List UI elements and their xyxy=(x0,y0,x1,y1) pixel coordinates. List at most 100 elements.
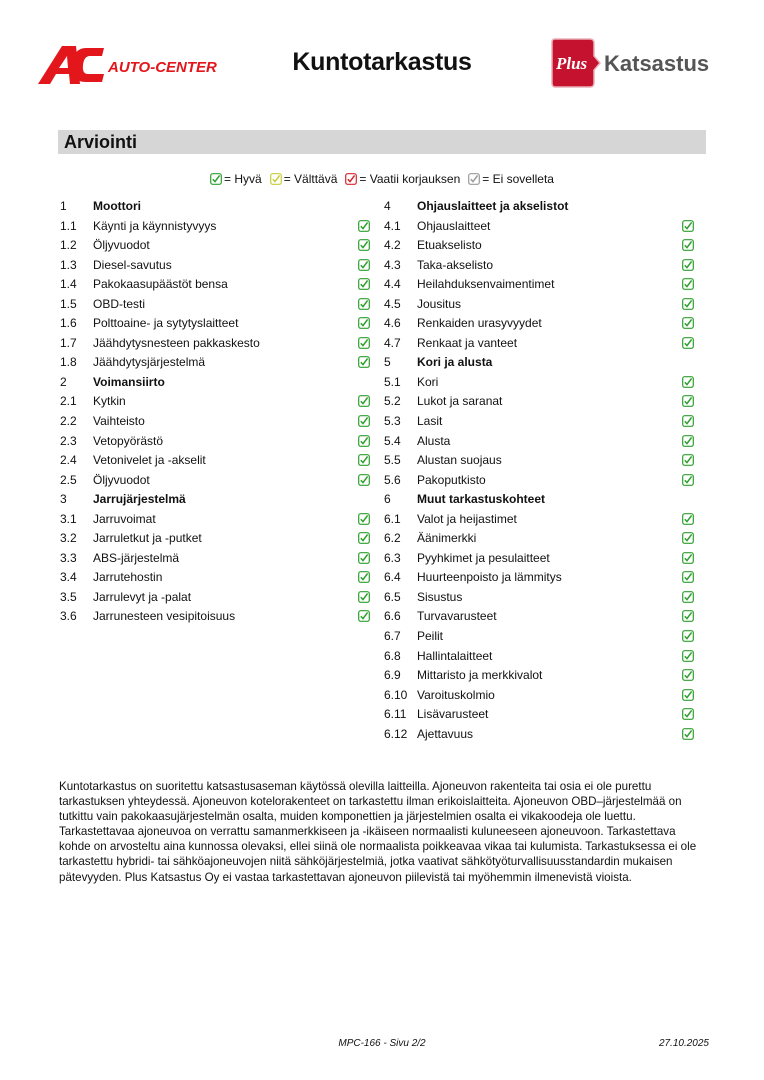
category-title: Moottori xyxy=(93,199,141,213)
item-number: 3.2 xyxy=(60,531,77,546)
section-header: Arviointi xyxy=(58,130,706,154)
disclaimer-text: Kuntotarkastus on suoritettu katsastusas… xyxy=(59,780,697,884)
checklist-row: 1.2 Öljyvuodot xyxy=(60,236,380,256)
footer-date: 27.10.2025 xyxy=(658,1038,709,1049)
item-number: 4.1 xyxy=(384,218,401,233)
checklist-row: 3.1 Jarruvoimat xyxy=(60,510,380,530)
item-label: Alustan suojaus xyxy=(417,453,502,468)
item-label: Jarruvoimat xyxy=(93,511,156,526)
item-label: Sisustus xyxy=(417,589,463,604)
item-number: 6.2 xyxy=(384,531,401,546)
checkbox-good-icon xyxy=(358,278,370,291)
checkbox-fair-icon xyxy=(269,173,282,185)
item-number: 6.1 xyxy=(384,511,401,526)
checklist-row: 6.11 Lisävarusteet xyxy=(384,705,704,725)
checklist-row: 2.4 Vetonivelet ja -akselit xyxy=(60,451,380,471)
checklist-row: 1.4 Pakokaasupäästöt bensa xyxy=(60,275,380,295)
checkbox-good-icon xyxy=(682,336,694,349)
item-number: 3.4 xyxy=(60,570,77,585)
category-header: 5 Kori ja alusta xyxy=(384,353,704,373)
checklist-row: 1.1 Käynti ja käynnistyvyys xyxy=(60,217,380,237)
item-label: Pyyhkimet ja pesulaitteet xyxy=(417,550,550,565)
category-header: 1 Moottori xyxy=(60,197,380,217)
checkbox-good-icon xyxy=(358,415,370,427)
item-label: Jäähdytysnesteen pakkaskesto xyxy=(93,335,260,350)
legend-item-repair: = Vaatii korjauksen xyxy=(345,172,460,186)
item-number: 5.5 xyxy=(384,453,401,468)
item-label: Mittaristo ja merkkivalot xyxy=(417,668,543,683)
checkbox-good-icon xyxy=(682,669,694,682)
checkbox-good-icon xyxy=(358,512,370,525)
checklist-row: 6.1 Valot ja heijastimet xyxy=(384,510,704,530)
item-number: 4.5 xyxy=(384,296,401,311)
checklist-row: 2.3 Vetopyörästö xyxy=(60,432,380,452)
item-number: 6 xyxy=(384,492,391,507)
checkbox-good-icon xyxy=(682,532,694,545)
checklist-row: 5.5 Alustan suojaus xyxy=(384,451,704,471)
checklist-row: 4.6 Renkaiden urasyvyydet xyxy=(384,314,704,334)
checklist-row: 3.2 Jarruletkut ja -putket xyxy=(60,529,380,549)
checkbox-good-icon xyxy=(682,610,694,623)
checkbox-good-icon xyxy=(682,258,694,271)
legend-item-fair: = Välttävä xyxy=(269,172,337,186)
item-label: Jarrutehostin xyxy=(93,570,163,585)
item-number: 2.2 xyxy=(60,414,77,429)
item-number: 4.7 xyxy=(384,335,401,350)
item-label: Polttoaine- ja sytytyslaitteet xyxy=(93,316,239,331)
item-number: 4.4 xyxy=(384,277,401,292)
checkbox-good-icon xyxy=(358,219,370,232)
checkbox-good-icon xyxy=(682,551,694,564)
checklist-row: 2.5 Öljyvuodot xyxy=(60,471,380,491)
checklist-row: 4.5 Jousitus xyxy=(384,295,704,315)
checklist-row: 6.8 Hallintalaitteet xyxy=(384,647,704,667)
checkbox-repair-icon xyxy=(345,173,358,185)
item-label: Heilahduksenvaimentimet xyxy=(417,277,555,292)
category-title: Kori ja alusta xyxy=(417,355,493,370)
category-title: Jarrujärjestelmä xyxy=(93,492,186,507)
checkbox-good-icon xyxy=(358,532,370,545)
checkbox-good-icon xyxy=(682,219,694,232)
checkbox-good-icon xyxy=(682,454,694,467)
legend-item-na: = Ei sovelleta xyxy=(468,172,554,186)
item-number: 6.4 xyxy=(384,570,401,585)
item-label: Huurteenpoisto ja lämmitys xyxy=(417,570,562,585)
category-header: 3 Jarrujärjestelmä xyxy=(60,490,380,510)
checklist-row: 2.1 Kytkin xyxy=(60,392,380,412)
item-number: 4 xyxy=(384,199,391,213)
item-number: 6.7 xyxy=(384,629,401,644)
item-label: Varoituskolmio xyxy=(417,687,495,702)
checkbox-good-icon xyxy=(358,571,370,584)
right-checklist: 4 Ohjauslaitteet ja akselistot 4.1 Ohjausla… xyxy=(384,197,704,744)
item-number: 1.8 xyxy=(60,355,77,370)
item-number: 5.6 xyxy=(384,472,401,487)
item-label: Lasit xyxy=(417,414,443,429)
item-label: Peilit xyxy=(417,629,444,644)
checklist-row: 1.5 OBD-testi xyxy=(60,295,380,315)
checkbox-good-icon xyxy=(358,610,370,623)
checklist-row: 6.9 Mittaristo ja merkkivalot xyxy=(384,666,704,686)
item-number: 5.2 xyxy=(384,394,401,409)
checkbox-good-icon xyxy=(682,239,694,251)
item-label: Jousitus xyxy=(417,296,462,311)
item-label: ABS-järjestelmä xyxy=(93,550,180,565)
item-number: 6.11 xyxy=(384,707,407,722)
checkbox-good-icon xyxy=(682,571,694,584)
page-title: Kuntotarkastus xyxy=(292,48,472,76)
svg-text:Katsastus: Katsastus xyxy=(604,51,709,76)
checklist-row: 6.3 Pyyhkimet ja pesulaitteet xyxy=(384,549,704,569)
legend-label: = Vaatii korjauksen xyxy=(359,172,461,186)
item-label: Kytkin xyxy=(93,394,126,409)
legend: = Hyvä = Välttävä = Vaatii korjauksen = Ei … xyxy=(0,172,764,186)
checklist-row: 4.4 Heilahduksenvaimentimet xyxy=(384,275,704,295)
item-number: 2.1 xyxy=(60,394,77,409)
checkbox-good-icon xyxy=(682,512,694,525)
item-number: 5.1 xyxy=(384,374,401,389)
category-title: Muut tarkastuskohteet xyxy=(417,492,546,507)
item-number: 5 xyxy=(384,355,391,370)
svg-text:AUTO-CENTER: AUTO-CENTER xyxy=(107,59,217,76)
item-label: Ohjauslaitteet xyxy=(417,218,491,233)
item-number: 6.12 xyxy=(384,726,408,741)
checklist-row: 6.2 Äänimerkki xyxy=(384,529,704,549)
checklist-row: 5.4 Alusta xyxy=(384,432,704,452)
legend-label: = Hyvä xyxy=(224,172,262,186)
